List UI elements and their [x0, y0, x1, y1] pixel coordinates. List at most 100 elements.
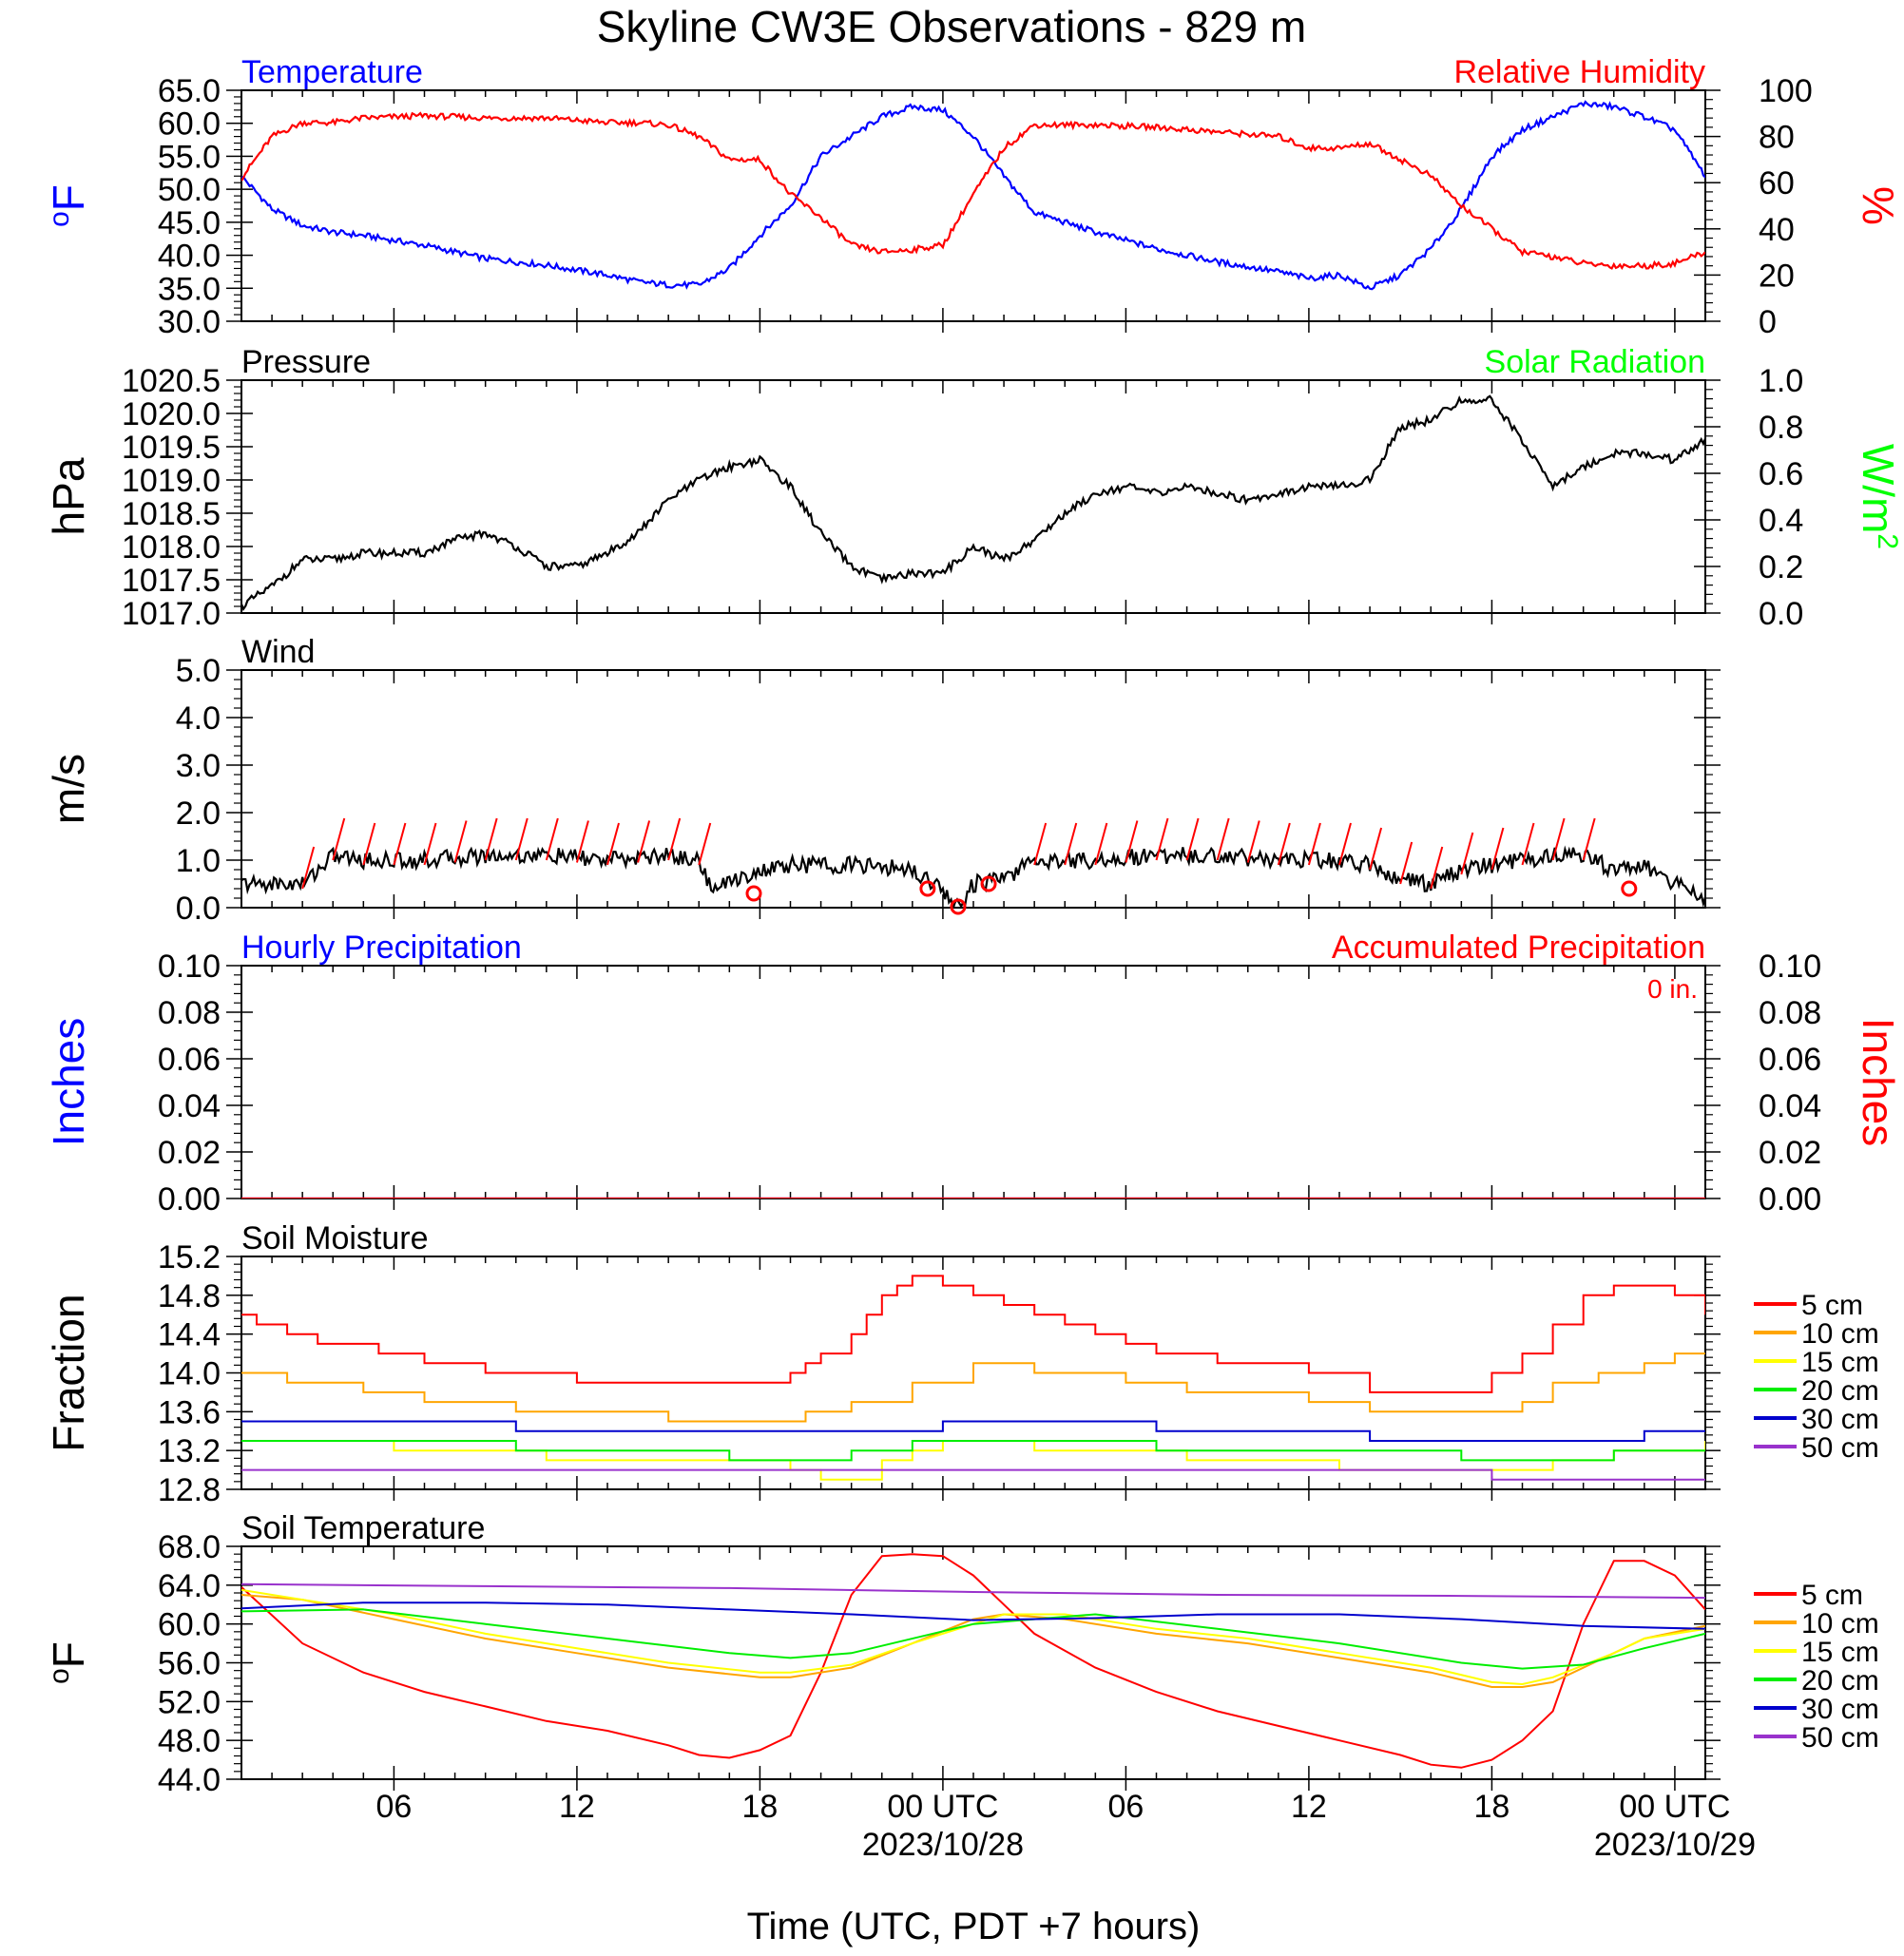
y-tick-label: 52.0 — [158, 1684, 221, 1720]
y-tick-label: 44.0 — [158, 1762, 221, 1798]
legend-label: 20 cm — [1801, 1665, 1879, 1697]
wind-barb — [453, 820, 468, 863]
y-right-tick-label: 60 — [1759, 165, 1795, 201]
soil_temp-left-axis-label: oF — [44, 1641, 94, 1684]
pressure-right-axis-label: W/m2 — [1854, 444, 1904, 549]
y-tick-label: 14.8 — [158, 1278, 221, 1314]
series-line-50-cm — [241, 1468, 1705, 1481]
y-tick-label: 0.06 — [158, 1042, 221, 1078]
y-tick-label: 1.0 — [176, 843, 221, 879]
y-right-tick-label: 80 — [1759, 120, 1795, 156]
calm-wind-marker — [745, 885, 762, 902]
y-tick-label: 56.0 — [158, 1646, 221, 1682]
legend-label: 30 cm — [1801, 1404, 1879, 1435]
temp_rh-left-axis-label: oF — [44, 184, 94, 227]
y-right-tick-label: 100 — [1759, 73, 1813, 109]
calm-wind-marker — [1621, 880, 1638, 897]
calm-wind-marker — [950, 898, 967, 915]
x-tick-label: 06 — [1108, 1789, 1144, 1825]
x-tick-label: 06 — [376, 1789, 413, 1825]
wind-barb — [1185, 817, 1200, 861]
y-tick-label: 12.8 — [158, 1472, 221, 1508]
y-tick-label: 50.0 — [158, 172, 221, 208]
wind-barb — [1582, 817, 1596, 861]
wind-barb — [1246, 820, 1260, 863]
wind-barb — [1338, 822, 1352, 866]
wind-barb — [1521, 822, 1535, 866]
temp_rh-right-title: Relative Humidity — [1453, 54, 1705, 90]
series-line-15-cm — [241, 1588, 1705, 1686]
y-right-tick-label: 0 — [1759, 304, 1777, 340]
legend-label: 50 cm — [1801, 1432, 1879, 1464]
precip-left-axis-label: Inches — [44, 1018, 93, 1147]
precip-frame — [240, 965, 1706, 1199]
series-line-wind-speed — [241, 845, 1705, 908]
x-tick-label: 12 — [559, 1789, 595, 1825]
series-line-50-cm — [241, 1582, 1705, 1600]
y-tick-label: 0.08 — [158, 995, 221, 1031]
soil_moisture-left-title: Soil Moisture — [241, 1220, 429, 1256]
x-tick-label: 18 — [742, 1789, 779, 1825]
wind-barb — [667, 817, 682, 861]
wind-barb — [1460, 832, 1474, 875]
wind-barb — [1094, 822, 1108, 866]
temp_rh-left-title: Temperature — [241, 54, 423, 90]
y-tick-label: 1018.0 — [122, 529, 221, 566]
y-tick-label: 30.0 — [158, 304, 221, 340]
wind-barb — [1369, 827, 1383, 871]
y-right-tick-label: 20 — [1759, 258, 1795, 294]
temp_rh-frame — [240, 89, 1706, 322]
wind-barb — [1277, 822, 1291, 866]
pressure-frame — [240, 379, 1706, 614]
series-line-5-cm — [241, 1275, 1705, 1393]
legend-label: 15 cm — [1801, 1347, 1879, 1378]
wind-barb — [1155, 817, 1169, 861]
wind-barb — [301, 846, 316, 890]
precip-right-axis-label: Inches — [1854, 1018, 1903, 1147]
precipitation-panel: 0.00 0.02 0.04 0.06 0.08 0.10 0.00 0.02 0.04 0.06… — [44, 930, 1903, 1218]
y-right-tick-label: 0.0 — [1759, 596, 1803, 632]
y-tick-label: 40.0 — [158, 239, 221, 275]
x-tick-label: 18 — [1474, 1789, 1510, 1825]
y-tick-label: 0.0 — [176, 891, 221, 927]
series-line-30-cm — [241, 1601, 1705, 1630]
soil-temperature-panel: 44.048.052.056.060.064.068.0 Soil Tempera… — [44, 1510, 1879, 1798]
y-tick-label: 4.0 — [176, 700, 221, 737]
wind-barb — [1033, 822, 1048, 866]
wind-barb — [514, 817, 529, 861]
y-tick-label: 60.0 — [158, 106, 221, 143]
y-tick-label: 1019.5 — [122, 430, 221, 466]
soil_moisture-left-axis-label: Fraction — [44, 1294, 93, 1451]
y-right-tick-label: 0.4 — [1759, 503, 1803, 539]
wind-barb — [698, 822, 712, 866]
series-line-10-cm — [241, 1594, 1705, 1688]
y-tick-label: 15.2 — [158, 1239, 221, 1275]
y-tick-label: 1017.5 — [122, 563, 221, 599]
y-tick-label: 65.0 — [158, 73, 221, 109]
x-tick-label: 00 UTC — [887, 1789, 998, 1825]
calm-wind-marker — [919, 880, 936, 897]
y-right-tick-label: 0.10 — [1759, 949, 1821, 985]
y-tick-label: 2.0 — [176, 796, 221, 832]
series-line-10-cm — [241, 1352, 1705, 1423]
x-axis-title: Time (UTC, PDT +7 hours) — [747, 1906, 1201, 1947]
y-tick-label: 0.02 — [158, 1135, 221, 1171]
x-tick-label: 00 UTC — [1619, 1789, 1730, 1825]
y-tick-label: 55.0 — [158, 139, 221, 175]
wind-barb — [545, 817, 559, 861]
pressure-left-title: Pressure — [241, 344, 371, 380]
precip-right-title: Accumulated Precipitation — [1332, 930, 1705, 966]
y-tick-label: 13.6 — [158, 1394, 221, 1430]
y-tick-label: 64.0 — [158, 1568, 221, 1604]
wind-panel: 0.0 1.0 2.0 3.0 4.0 5.0 Wind m/s — [44, 634, 1721, 927]
y-right-tick-label: 0.00 — [1759, 1181, 1821, 1218]
y-tick-label: 1019.0 — [122, 463, 221, 499]
soil-moisture-panel: 12.813.213.614.014.414.815.2 Soil Moistur… — [44, 1220, 1879, 1508]
precip-left-title: Hourly Precipitation — [241, 930, 522, 966]
series-line-relative-humidity — [241, 111, 1705, 271]
y-right-tick-label: 0.08 — [1759, 995, 1821, 1031]
y-right-tick-label: 0.6 — [1759, 456, 1803, 492]
y-right-tick-label: 0.02 — [1759, 1135, 1821, 1171]
wind-barb — [575, 820, 589, 863]
